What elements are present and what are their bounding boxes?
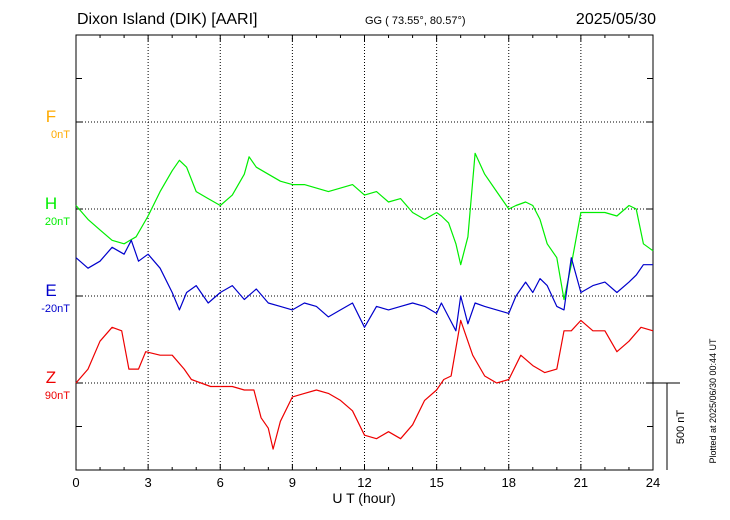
x-axis-label: U T (hour) — [332, 490, 395, 506]
x-tick-label: 9 — [289, 475, 296, 490]
date-label: 2025/05/30 — [575, 11, 656, 28]
x-tick-label: 6 — [217, 475, 224, 490]
x-tick-label: 21 — [574, 475, 588, 490]
scale-bar — [653, 382, 680, 470]
series-baseline-f: 0nT — [51, 129, 70, 141]
x-tick-label: 3 — [145, 475, 152, 490]
series-baseline-e: -20nT — [41, 303, 70, 315]
series-baseline-z: 90nT — [44, 390, 70, 402]
grid-lines — [76, 35, 653, 470]
scale-bar-label: 500 nT — [675, 410, 687, 445]
series-name-f: F — [45, 107, 57, 126]
trace-e — [75, 239, 653, 332]
x-tick-label: 18 — [502, 475, 516, 490]
series-baseline-h: 20nT — [44, 216, 70, 228]
traces — [75, 152, 654, 450]
trace-z — [75, 319, 654, 450]
x-tick-labels: 0 3 6 9 12 15 18 21 24 — [72, 475, 660, 490]
x-tick-label: 0 — [72, 475, 79, 490]
trace-h — [75, 152, 654, 301]
series-name-z: Z — [45, 368, 57, 387]
station-title: Dixon Island (DIK) [AARI] — [77, 11, 258, 28]
x-tick-label: 15 — [429, 475, 443, 490]
plot-timestamp-note: Plotted at 2025/06/30 00:44 UT — [708, 338, 718, 464]
station-coordinates: GG ( 73.55°, 80.57°) — [365, 15, 466, 27]
series-name-h: H — [44, 194, 58, 213]
axis-ticks — [75, 35, 654, 470]
series-name-e: E — [45, 281, 57, 300]
x-tick-label: 12 — [357, 475, 371, 490]
x-tick-label: 24 — [646, 475, 660, 490]
